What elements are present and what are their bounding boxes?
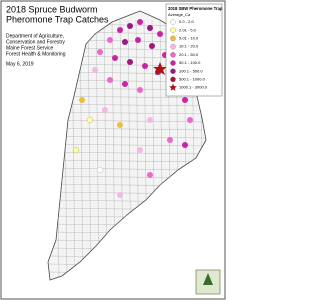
trap-site <box>167 137 173 143</box>
map-page: 2018 Spruce Budworm Pheromone Trap Catch… <box>0 0 226 300</box>
trap-site <box>92 67 98 73</box>
town-line <box>48 111 206 115</box>
legend-symbol <box>170 19 176 25</box>
trap-site <box>137 19 143 25</box>
legend-label: 500.1 - 1000.0 <box>179 76 206 81</box>
legend: 2018 SBW Pheromone Trap Average_Ca 0.0 -… <box>165 3 223 97</box>
trap-site <box>147 172 153 178</box>
town-line <box>48 95 206 99</box>
trap-site <box>122 81 128 87</box>
trap-site <box>182 97 188 103</box>
date: May 6, 2019 <box>6 61 34 67</box>
title-line: 2018 Spruce Budworm <box>6 4 98 14</box>
trap-site <box>107 37 113 43</box>
trap-site <box>79 97 85 103</box>
town-line <box>48 135 206 139</box>
trap-site <box>117 192 123 198</box>
town-line <box>48 143 206 147</box>
legend-symbol <box>170 43 176 50</box>
title-line: Pheromone Trap Catches <box>6 14 109 24</box>
legend-label: 10.1 - 20.0 <box>179 44 199 49</box>
trap-site <box>147 117 153 123</box>
trap-site <box>112 55 118 61</box>
trap-site <box>117 122 123 128</box>
trap-site <box>153 62 167 75</box>
trap-site <box>97 49 103 55</box>
legend-label: 100.1 - 500.0 <box>179 68 203 73</box>
trap-site <box>149 43 155 49</box>
legend-symbol <box>169 83 177 91</box>
agency-line: Forest Health & Monitoring <box>6 51 66 57</box>
town-line <box>48 119 206 123</box>
legend-symbol <box>170 52 176 58</box>
legend-symbol <box>170 76 176 83</box>
trap-site <box>117 27 123 33</box>
legend-subtitle: Average_Ca <box>168 12 191 17</box>
trap-site <box>182 142 188 148</box>
trap-site <box>102 107 108 113</box>
trap-site <box>137 87 143 93</box>
agency-line: Conservation and Forestry <box>6 39 65 45</box>
legend-label: 0.0 - 2.0 <box>179 19 194 24</box>
trap-site <box>157 31 163 37</box>
legend-symbol <box>170 60 176 66</box>
trap-site <box>147 25 153 31</box>
town-line <box>87 19 92 280</box>
trap-sites <box>72 19 193 198</box>
trap-site <box>107 77 113 83</box>
trap-site <box>127 23 133 29</box>
title-block: 2018 Spruce Budworm Pheromone Trap Catch… <box>6 4 109 67</box>
town-line <box>48 127 206 131</box>
legend-label: 2.01 - 5.0 <box>179 27 197 32</box>
legend-label: 5.01 - 10.0 <box>179 35 199 40</box>
legend-title: 2018 SBW Pheromone Trap <box>168 6 223 11</box>
trap-site <box>86 116 94 124</box>
agency-line: Department of Agriculture, <box>6 33 64 39</box>
town-line <box>48 103 206 107</box>
trap-site <box>135 37 141 43</box>
agency-line: Maine Forest Service <box>6 45 53 51</box>
trap-site <box>127 59 133 65</box>
legend-box <box>165 3 223 97</box>
legend-label: 20.1 - 50.0 <box>179 52 199 57</box>
trap-site <box>72 146 80 154</box>
trap-site <box>122 39 128 45</box>
logo <box>195 269 221 295</box>
trap-site <box>96 166 104 174</box>
trap-site <box>187 117 193 123</box>
legend-label: 1000.1 - 3000.0 <box>179 85 208 90</box>
trap-site <box>142 63 148 69</box>
trap-site <box>137 147 143 153</box>
legend-symbol <box>170 27 176 33</box>
town-line <box>95 19 100 280</box>
legend-symbol <box>170 35 176 42</box>
legend-symbol <box>170 68 176 74</box>
legend-label: 50.1 - 100.0 <box>179 60 201 65</box>
town-line <box>48 159 206 163</box>
